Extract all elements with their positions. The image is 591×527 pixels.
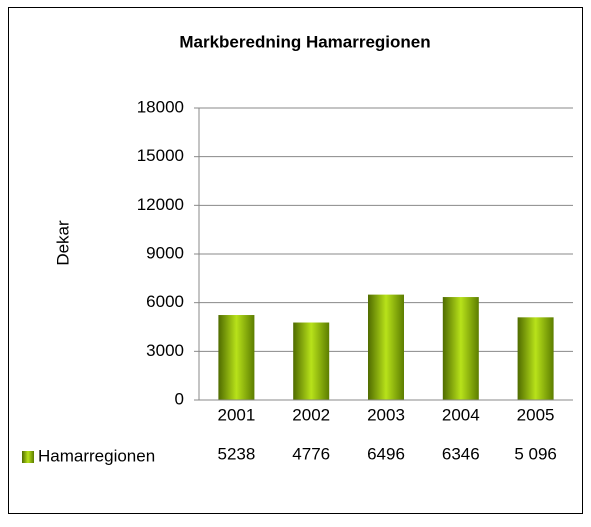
x-tick-label: 2004 — [442, 405, 480, 424]
y-tick-label: 15000 — [137, 146, 184, 165]
bar — [442, 297, 479, 400]
legend-label: Hamarregionen — [38, 446, 155, 465]
data-table-value: 6346 — [442, 444, 480, 463]
x-tick-label: 2001 — [217, 405, 255, 424]
y-axis-label: Dekar — [53, 220, 72, 266]
chart-border — [8, 7, 583, 514]
data-table-value: 5 096 — [514, 444, 557, 463]
chart-title: Markberedning Hamarregionen — [179, 32, 430, 51]
y-tick-label: 3000 — [146, 341, 184, 360]
x-tick-label: 2005 — [517, 405, 555, 424]
bar — [368, 294, 404, 400]
legend-swatch — [22, 451, 34, 463]
data-table-value: 5238 — [217, 444, 255, 463]
y-tick-label: 18000 — [137, 97, 184, 116]
bar — [517, 317, 554, 400]
y-tick-label: 12000 — [137, 195, 184, 214]
y-tick-label: 0 — [175, 389, 184, 408]
bar — [218, 315, 255, 400]
y-tick-label: 9000 — [146, 243, 184, 262]
x-tick-label: 2002 — [292, 405, 330, 424]
data-table-value: 6496 — [367, 444, 405, 463]
x-tick-label: 2003 — [367, 405, 405, 424]
data-table-value: 4776 — [292, 444, 330, 463]
y-tick-label: 6000 — [146, 292, 184, 311]
bar — [293, 322, 330, 400]
